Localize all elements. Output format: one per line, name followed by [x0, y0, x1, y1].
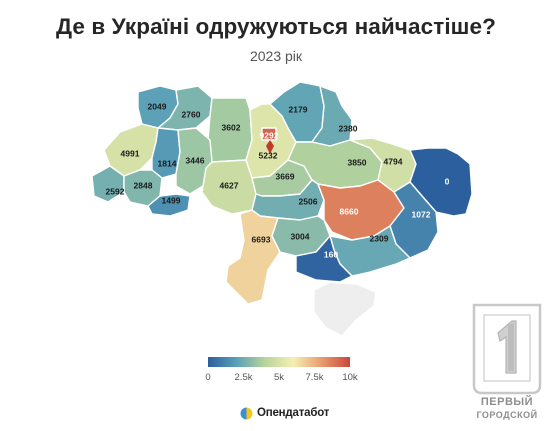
legend-tick-3: 7.5k	[305, 372, 324, 383]
region-label-zaporizhzhia: 2309	[370, 233, 389, 243]
region-label-mykolaiv: 3004	[291, 231, 310, 241]
brand-name: Опендатабот	[257, 407, 330, 419]
region-label-kharkiv: 4794	[384, 156, 403, 166]
region-label-luhansk: 0	[445, 176, 450, 186]
region-odesa[interactable]	[225, 209, 281, 305]
legend-tick-2: 5k	[273, 372, 285, 383]
region-label-odesa: 6693	[252, 234, 271, 244]
legend-tick-1: 2.5k	[234, 372, 253, 383]
region-donetsk[interactable]	[389, 181, 439, 259]
chart-title: Де в Україні одружуються найчастіше?	[56, 14, 496, 39]
region-label-lviv: 4991	[121, 148, 140, 158]
legend-tick-0: 0	[205, 372, 211, 383]
region-crimea[interactable]	[313, 281, 377, 337]
region-chernivtsi[interactable]	[147, 193, 191, 217]
opendatabot-icon	[240, 407, 253, 419]
region-label-ternopil: 1814	[158, 158, 177, 168]
watermark-line1: ПЕРВЫЙ	[480, 396, 534, 408]
region-label-zhytomyr: 3602	[222, 122, 241, 132]
legend-gradient-bar	[208, 357, 350, 367]
legend-tick-4: 10k	[342, 372, 358, 383]
region-label-sumy: 2380	[339, 123, 358, 133]
region-label-volyn: 2049	[148, 101, 167, 111]
region-label-poltava: 3850	[348, 157, 367, 167]
region-label-kherson: 160	[324, 249, 338, 259]
pershyi-gorodskoi-logo	[472, 303, 542, 395]
region-khmelnytskyi[interactable]	[175, 127, 213, 195]
region-label-kyiv-oblast: 5232	[259, 150, 278, 160]
chart-subtitle: 2023 рік	[249, 48, 303, 64]
region-label-chernihiv: 2179	[289, 104, 308, 114]
region-label-rivne: 2760	[182, 109, 201, 119]
region-label-kirovohrad: 2506	[299, 196, 318, 206]
region-label-chernivtsi: 1499	[162, 195, 181, 205]
region-label-dnipropetrovsk: 8660	[340, 206, 359, 216]
kyiv-city-marker-icon	[266, 140, 274, 154]
region-label-zakarpattia: 2592	[106, 186, 125, 196]
region-label-kyiv-city: 9292	[260, 130, 279, 140]
watermark-line2: ГОРОДСКОЙ	[476, 410, 538, 420]
region-kyiv-city[interactable]	[261, 127, 277, 141]
brand-logo: Опендатабот	[240, 405, 329, 421]
region-label-donetsk: 1072	[412, 209, 431, 219]
region-label-ivano-frankivsk: 2848	[134, 180, 153, 190]
region-label-vinnytsia: 4627	[220, 180, 239, 190]
region-label-cherkasy: 3669	[276, 171, 295, 181]
region-label-khmelnytskyi: 3446	[186, 155, 205, 165]
region-kherson[interactable]	[295, 235, 353, 283]
